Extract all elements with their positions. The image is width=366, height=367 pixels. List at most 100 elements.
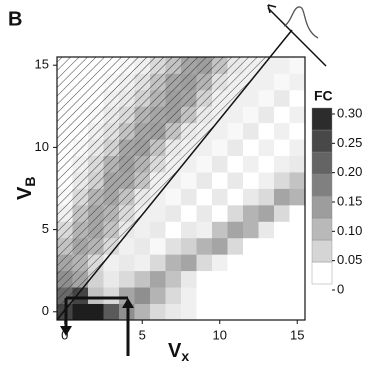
heatmap-cell [72,303,89,321]
heatmap-cell [181,287,197,304]
x-tick-label: 5 [139,327,146,342]
heatmap-cell [258,237,275,255]
heatmap-cell [258,254,275,272]
heatmap-cell [119,270,135,288]
heatmap-cell [274,303,290,321]
heatmap-cell [274,287,290,304]
heatmap-cell [274,106,290,124]
x-label-main: V [168,340,182,362]
heatmap-cell [181,254,197,272]
heatmap-cell [274,89,290,107]
heatmap-cell [165,254,182,272]
x-axis-label: Vx [168,340,189,363]
heatmap-cell [212,221,228,239]
plot-frame [56,56,306,321]
heatmap-cell [227,237,244,255]
heatmap-cell [212,188,228,206]
heatmap-cell [274,237,290,255]
heatmap-cell [165,237,182,255]
colorbar-tick-label: 0 [337,281,344,296]
heatmap-cell [243,270,259,288]
colorbar-block [311,151,333,175]
heatmap-cell [258,221,275,239]
heatmap-cell [150,270,166,288]
colorbar-block [311,107,333,131]
heatmap-cell [274,57,290,74]
y-label-main: V [14,186,36,200]
heatmap-cell [196,155,213,173]
heatmap-cell [289,106,306,124]
heatmap-cell [289,221,306,239]
heatmap-cell [227,106,244,124]
heatmap-cell [243,172,259,189]
heatmap-cell [274,204,290,222]
heatmap-cell [196,254,213,272]
colorbar-tick-label: 0.15 [337,193,362,208]
distribution-glyph [283,6,319,39]
heatmap-cell [181,172,197,189]
colorbar-block [311,239,333,263]
heatmap-cell [227,254,244,272]
heatmap-cell [258,204,275,222]
heatmap-cell [227,221,244,239]
y-tick-label: 10 [35,139,49,154]
heatmap-cell [196,221,213,239]
y-tick-label: 5 [42,221,49,236]
diagonal-line [56,29,293,321]
heatmap-cell [227,270,244,288]
heatmap-cell [243,221,259,239]
heatmap-cell [181,221,197,239]
colorbar-tick-label: 0.30 [337,105,362,120]
heatmap-cell [165,287,182,304]
y-tick-label: 0 [42,303,49,318]
heatmap-cell [289,237,306,255]
arrows [64,296,130,356]
heatmap-cell [196,237,213,255]
colorbar-block [311,261,333,285]
heatmap-cell [258,287,275,304]
colorbar-tick-label: 0.05 [337,252,362,267]
y-tick-label: 15 [35,57,49,72]
heatmap-cell [274,270,290,288]
heatmap-cell [289,122,306,140]
colorbar-tick-label: 0.20 [337,164,362,179]
heatmap-cell [212,270,228,288]
colorbar-title: FC [314,88,333,104]
heatmap-cell [212,155,228,173]
heatmap-cell [212,139,228,157]
heatmap-cell [212,287,228,304]
heatmap-cell [274,155,290,173]
heatmap-cell [258,270,275,288]
heatmap-cell [289,172,306,189]
heatmap-cell [274,139,290,157]
cross-line [267,7,327,67]
heatmap-cell [103,287,120,304]
heatmap-cell [243,139,259,157]
colorbar-block [311,129,333,153]
heatmap-cell [150,237,166,255]
heatmap-cell [103,303,120,321]
heatmap-cell [274,122,290,140]
heatmap-cell [212,303,228,321]
heatmap-cell [150,204,166,222]
heatmap-cell [134,303,151,321]
heatmap-cell [150,254,166,272]
arrow-heads [60,298,134,336]
heatmap-cell [274,254,290,272]
x-tick-label: 0 [61,327,68,342]
heatmap-cell [258,155,275,173]
heatmap-cell [212,237,228,255]
heatmap-cell [227,204,244,222]
colorbar-tick-label: 0.25 [337,135,362,150]
heatmap-cell [150,303,166,321]
colorbar-block [311,217,333,241]
heatmap-cell [289,204,306,222]
heatmap-cell [181,204,197,222]
heatmap-cell [196,303,213,321]
heatmap-cell [274,221,290,239]
heatmap-cell [258,303,275,321]
heatmap-cell [181,303,197,321]
x-tick-label: 15 [290,327,304,342]
heatmap-cell [181,270,197,288]
